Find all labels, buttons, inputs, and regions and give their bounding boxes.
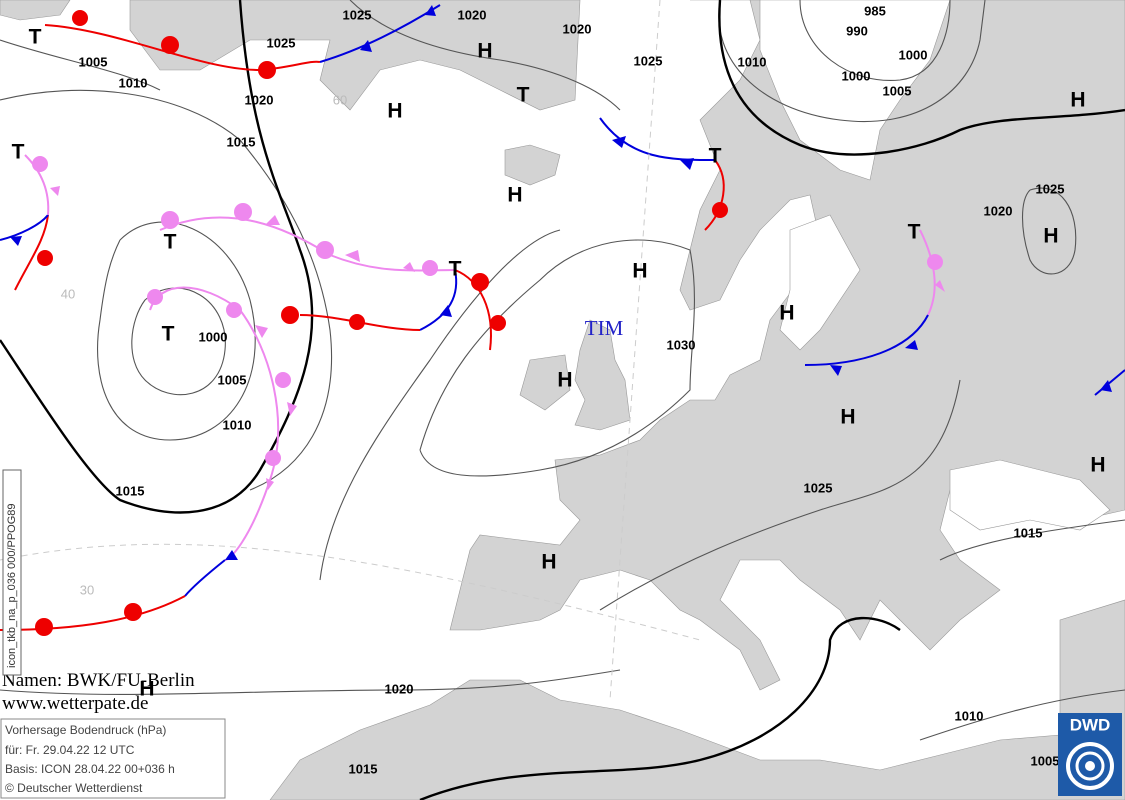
credit-names: Namen: BWK/FU-Berlin xyxy=(2,670,195,691)
isobar-label: 1010 xyxy=(223,417,252,432)
isobar-label: 1025 xyxy=(343,7,372,22)
fronts xyxy=(0,4,1125,636)
info-copyright: © Deutscher Wetterdienst xyxy=(5,781,143,795)
pressure-center: H xyxy=(779,302,794,325)
isobar-label: 1025 xyxy=(267,35,296,50)
product-code-text: icon_tkb_na_p_036 000/PPOG89 xyxy=(6,503,18,668)
isobar-label: 1015 xyxy=(349,761,378,776)
pressure-center: T xyxy=(908,221,921,244)
isobar-label: 1015 xyxy=(1014,525,1043,540)
isobar-label: 1025 xyxy=(804,480,833,495)
isobar-label: 1010 xyxy=(738,54,767,69)
isobar-label: 1030 xyxy=(667,337,696,352)
product-code: icon_tkb_na_p_036 000/PPOG89 xyxy=(2,469,22,676)
pressure-center: T xyxy=(162,323,175,346)
pressure-center: H xyxy=(1090,454,1105,477)
info-valid: für: Fr. 29.04.22 12 UTC xyxy=(5,743,135,757)
dwd-logo: DWD xyxy=(1058,713,1122,796)
logo-text: DWD xyxy=(1070,715,1111,734)
isobar-label: 1025 xyxy=(1036,181,1065,196)
seas xyxy=(759,0,1111,531)
storm-name: TIM xyxy=(585,316,624,340)
isobar-label: 1000 xyxy=(199,329,228,344)
isobar-label: 1010 xyxy=(119,75,148,90)
latitude-label: 40 xyxy=(61,286,75,301)
isobar-label: 1005 xyxy=(1031,753,1060,768)
pressure-center: H xyxy=(477,40,492,63)
isobar-label: 985 xyxy=(864,3,886,18)
pressure-center: H xyxy=(387,100,402,123)
isobar-label: 1005 xyxy=(218,372,247,387)
pressure-center: H xyxy=(541,551,556,574)
pressure-center: H xyxy=(840,406,855,429)
pressure-center: T xyxy=(517,84,530,107)
pressure-center: H xyxy=(1070,89,1085,112)
info-basis: Basis: ICON 28.04.22 00+036 h xyxy=(5,762,175,776)
isobar-label: 1020 xyxy=(458,7,487,22)
pressure-center: T xyxy=(12,141,25,164)
pressure-center: T xyxy=(709,145,722,168)
isobar-label: 1020 xyxy=(245,92,274,107)
isobar-label: 990 xyxy=(846,23,868,38)
isobar-label: 1015 xyxy=(116,483,145,498)
isobar-label: 1005 xyxy=(79,54,108,69)
info-box: Vorhersage Bodendruck (hPa) für: Fr. 29.… xyxy=(0,718,226,799)
isobar-label: 1015 xyxy=(227,134,256,149)
pressure-center: H xyxy=(507,184,522,207)
pressure-center: T xyxy=(29,26,42,49)
isobar-label: 1025 xyxy=(634,53,663,68)
latitude-label: 30 xyxy=(80,582,94,597)
isobar-label: 1000 xyxy=(899,47,928,62)
pressure-center: H xyxy=(139,678,154,701)
pressure-center: H xyxy=(1043,225,1058,248)
pressure-center: H xyxy=(632,260,647,283)
isobar-label: 1020 xyxy=(984,203,1013,218)
isobar-label: 1010 xyxy=(955,708,984,723)
pressure-center: T xyxy=(449,258,462,281)
isobar-label: 1020 xyxy=(563,21,592,36)
info-title: Vorhersage Bodendruck (hPa) xyxy=(5,723,166,737)
pressure-center: H xyxy=(557,369,572,392)
latitude-label: 60 xyxy=(333,92,347,107)
isobar-label: 1020 xyxy=(385,681,414,696)
graticule xyxy=(0,0,701,701)
isobar-label: 1005 xyxy=(883,83,912,98)
labels: T H T H H T T T T T H H H H H T H H H H 1005 1010 1025 1020 1015… xyxy=(12,3,1106,776)
isobar-label: 1000 xyxy=(842,68,871,83)
credit-website: www.wetterpate.de xyxy=(2,693,148,714)
pressure-center: T xyxy=(164,231,177,254)
